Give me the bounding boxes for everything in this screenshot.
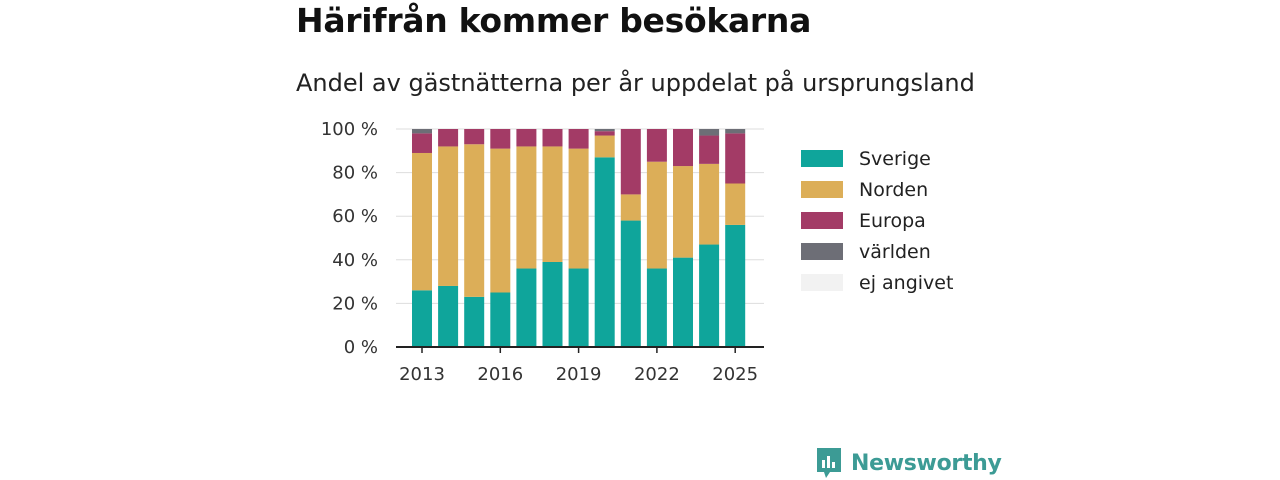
bar-segment — [490, 129, 511, 149]
x-tick-label: 2025 — [712, 364, 758, 385]
bar-segment — [725, 224, 746, 347]
bar-segment — [516, 146, 537, 269]
bar-segment — [673, 129, 693, 167]
bar-segment — [673, 166, 693, 258]
bar-segment — [412, 152, 432, 291]
legend-label: Norden — [859, 179, 928, 201]
bar-segment — [464, 144, 485, 297]
bar-segment — [594, 129, 615, 132]
bar-segment — [490, 148, 511, 293]
bar-segment — [620, 220, 641, 347]
bar-segment — [516, 268, 537, 347]
bar-segment — [464, 129, 485, 145]
bar-segment — [568, 129, 589, 149]
bar-segment — [542, 146, 563, 262]
bar-segment — [725, 183, 746, 225]
bar-segment — [594, 135, 615, 158]
brand-name: Newsworthy — [851, 450, 1002, 476]
x-tick-label: 2019 — [556, 364, 602, 385]
legend-label: världen — [859, 241, 931, 263]
legend-swatch — [801, 212, 843, 229]
legend-label: Europa — [859, 210, 926, 232]
newsworthy-logo: Newsworthy — [815, 446, 1002, 480]
y-tick-label: 100 % — [321, 119, 378, 140]
bar-segment — [725, 129, 746, 134]
bar-segment — [568, 268, 589, 347]
bar-segment — [646, 161, 667, 269]
x-tick-label: 2016 — [477, 364, 523, 385]
bar-segment — [673, 257, 693, 347]
bar-segment — [438, 129, 459, 147]
bar-segment — [699, 129, 720, 136]
bar-segment — [699, 244, 720, 347]
bar-segment — [568, 148, 589, 269]
bar-segment — [412, 133, 432, 153]
y-tick-label: 60 % — [332, 206, 378, 227]
bar-chart-logo-icon — [817, 448, 841, 478]
y-tick-label: 40 % — [332, 250, 378, 271]
bar-segment — [594, 131, 615, 136]
bar-segment — [412, 129, 432, 134]
x-tick-label: 2022 — [634, 364, 680, 385]
bar-segment — [646, 129, 667, 162]
bar-segment — [725, 133, 746, 184]
bar-segment — [620, 129, 641, 195]
bar-segment — [620, 194, 641, 221]
legend-label: Sverige — [859, 148, 931, 170]
bar-segment — [594, 157, 615, 347]
x-tick-label: 2013 — [399, 364, 445, 385]
legend-swatch — [801, 274, 843, 291]
legend-swatch — [801, 181, 843, 198]
bar-segment — [490, 292, 511, 347]
bar-segment — [699, 163, 720, 245]
bar-segment — [646, 268, 667, 347]
y-tick-label: 80 % — [332, 163, 378, 184]
chart-subtitle: Andel av gästnätterna per år uppdelat på… — [296, 69, 975, 97]
y-tick-label: 20 % — [332, 293, 378, 314]
bar-segment — [438, 146, 459, 286]
bar-segment — [438, 285, 459, 347]
bar-segment — [542, 129, 563, 147]
y-tick-label: 0 % — [344, 337, 378, 358]
legend-swatch — [801, 243, 843, 260]
bar-segment — [464, 296, 485, 347]
bar-segment — [699, 135, 720, 164]
legend-label: ej angivet — [859, 272, 953, 294]
legend-swatch — [801, 150, 843, 167]
bar-segment — [516, 129, 537, 147]
bar-segment — [542, 261, 563, 347]
bar-segment — [412, 290, 432, 347]
chart-title: Härifrån kommer besökarna — [296, 1, 812, 40]
